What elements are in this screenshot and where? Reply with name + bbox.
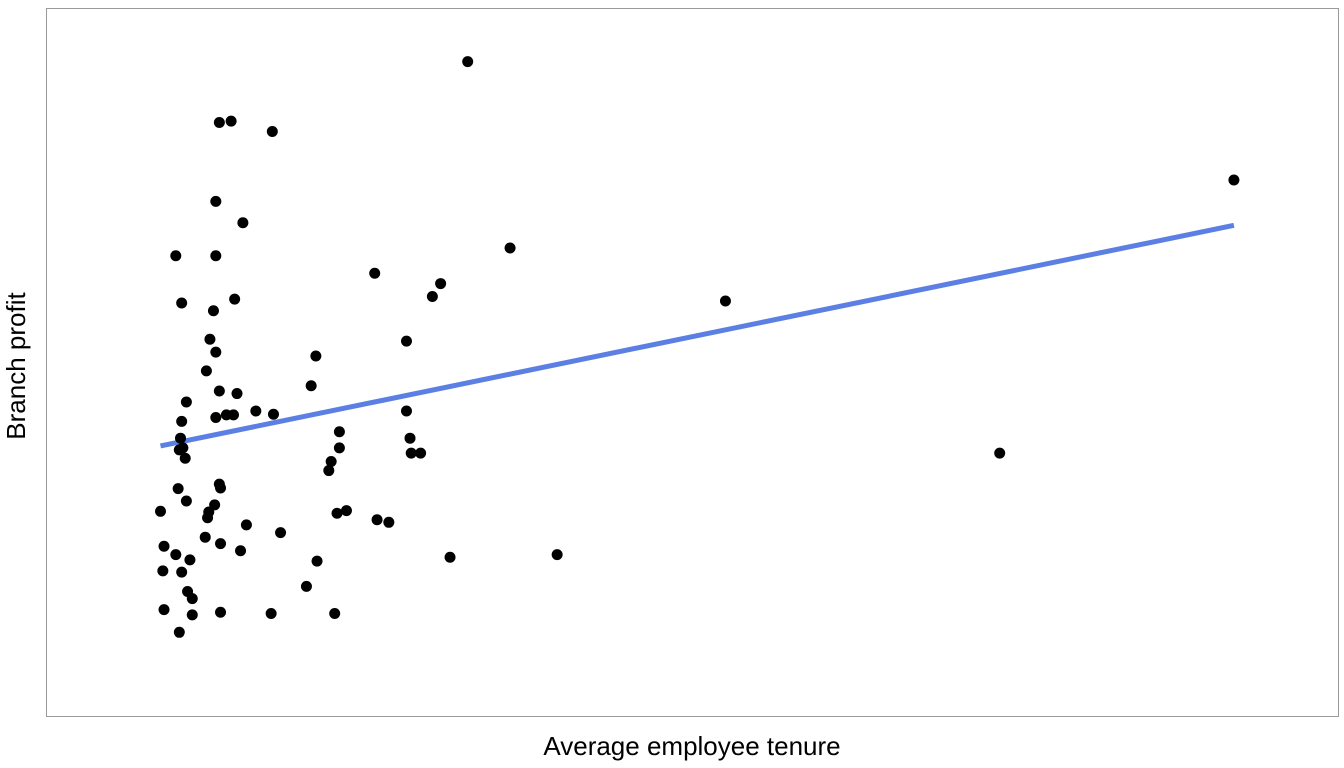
data-point (172, 483, 184, 495)
data-point (158, 604, 170, 616)
trend-line (159, 222, 1235, 449)
data-point (213, 385, 225, 397)
data-point (210, 250, 222, 262)
data-point (340, 505, 352, 517)
data-point (184, 554, 196, 566)
data-point (176, 297, 188, 309)
data-point (215, 538, 227, 550)
data-point (158, 540, 170, 552)
data-point (404, 432, 416, 444)
data-point (325, 455, 337, 467)
data-point (199, 531, 211, 543)
data-point (235, 545, 247, 557)
data-point (333, 442, 345, 454)
data-point (207, 305, 219, 317)
data-point (400, 405, 412, 417)
y-axis-label: Branch profit (1, 292, 31, 440)
data-point (265, 608, 277, 620)
data-point (371, 514, 383, 526)
data-point (210, 346, 222, 358)
plot-panel (46, 8, 1339, 717)
data-point (250, 405, 262, 417)
data-point (383, 516, 395, 528)
data-point (213, 116, 225, 128)
data-point (1228, 174, 1240, 186)
data-point (415, 447, 427, 459)
data-point (310, 350, 322, 362)
data-point (204, 333, 216, 345)
data-point (405, 447, 417, 459)
data-point (444, 551, 456, 563)
data-point (210, 411, 222, 423)
data-point (154, 505, 166, 517)
data-point (426, 291, 438, 303)
data-point (203, 506, 215, 518)
data-point (215, 606, 227, 618)
data-point (305, 380, 317, 392)
data-point (369, 267, 381, 279)
x-axis-label: Average employee tenure (543, 731, 840, 761)
data-point (180, 396, 192, 408)
data-point (300, 580, 312, 592)
data-point (323, 465, 335, 477)
data-point (170, 250, 182, 262)
data-point (173, 444, 185, 456)
data-point (157, 565, 169, 577)
data-point (173, 626, 185, 638)
data-point (994, 447, 1006, 459)
data-point (240, 519, 252, 531)
data-point (267, 408, 279, 420)
data-point (719, 295, 731, 307)
data-point (175, 432, 187, 444)
data-point (400, 335, 412, 347)
data-point (215, 482, 227, 494)
data-point (186, 593, 198, 605)
data-point (200, 365, 212, 377)
points-layer (154, 56, 1240, 638)
data-point (225, 115, 237, 127)
data-point (220, 409, 232, 421)
data-point (176, 415, 188, 427)
data-point (275, 527, 287, 539)
data-point (331, 507, 343, 519)
data-point (179, 452, 191, 464)
data-point (266, 126, 278, 138)
data-point (186, 609, 198, 621)
data-point (435, 278, 447, 290)
data-point (180, 495, 192, 507)
data-point (462, 56, 474, 68)
data-point (333, 426, 345, 438)
data-point (311, 555, 323, 567)
data-point (231, 388, 243, 400)
data-point (176, 566, 188, 578)
data-point (551, 549, 563, 561)
data-point (210, 195, 222, 207)
data-point (237, 217, 249, 229)
data-point (504, 242, 516, 254)
data-point (170, 549, 182, 561)
data-point (329, 608, 341, 620)
trend-line-layer (159, 222, 1235, 449)
data-point (229, 293, 241, 305)
